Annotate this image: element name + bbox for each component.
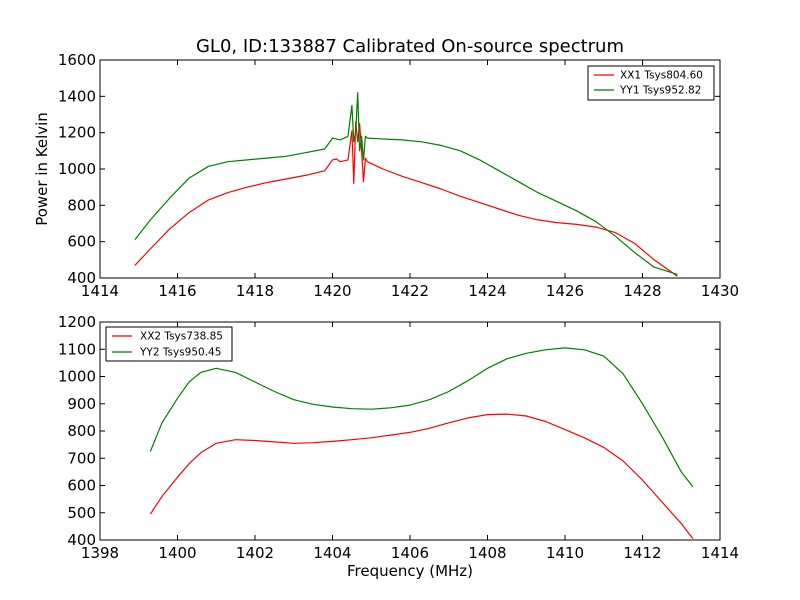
top-y-tick-label: 800 bbox=[67, 196, 96, 214]
bottom-series-line-xx2 bbox=[149, 413, 694, 539]
bottom-x-tick-label: 1398 bbox=[81, 544, 119, 562]
bottom-y-tick-label: 700 bbox=[67, 449, 96, 467]
bottom-x-tick-label: 1412 bbox=[623, 544, 661, 562]
top-x-tick-label: 1416 bbox=[158, 282, 196, 300]
top-series-line-yy1 bbox=[134, 92, 678, 275]
top-legend-box bbox=[587, 65, 715, 101]
bottom-x-tick-label: 1402 bbox=[236, 544, 274, 562]
top-y-axis-label: Power in Kelvin bbox=[33, 112, 51, 226]
bottom-y-tick-label: 800 bbox=[67, 422, 96, 440]
top-x-ticks: 1414 1416 1418 1420 1422 1424 1426 1428 1430 bbox=[81, 60, 739, 300]
top-legend: XX1 Tsys804.60 YY1 Tsys952.82 bbox=[587, 65, 715, 101]
top-y-tick-label: 600 bbox=[67, 233, 96, 251]
legend-label-yy1: YY1 Tsys952.82 bbox=[619, 85, 701, 97]
bottom-x-ticks: 1398 1400 1402 1404 1406 1408 1410 1412 1414 bbox=[81, 322, 739, 562]
top-y-ticks: 400 600 800 1000 1200 1400 1600 bbox=[58, 51, 720, 287]
bottom-y-tick-label: 600 bbox=[67, 477, 96, 495]
top-x-tick-label: 1418 bbox=[236, 282, 274, 300]
top-panel: 1414 1416 1418 1420 1422 1424 1426 1428 1430 400… bbox=[33, 51, 739, 300]
bottom-series-lines bbox=[149, 347, 694, 539]
bottom-legend-box bbox=[105, 326, 233, 362]
bottom-x-tick-label: 1400 bbox=[158, 544, 196, 562]
bottom-y-tick-label: 1000 bbox=[58, 368, 96, 386]
top-x-tick-label: 1420 bbox=[313, 282, 351, 300]
bottom-x-tick-label: 1406 bbox=[391, 544, 429, 562]
bottom-panel: 1398 1400 1402 1404 1406 1408 1410 1412 1414 400… bbox=[58, 313, 739, 580]
top-y-tick-label: 1400 bbox=[58, 87, 96, 105]
top-y-tick-label: 400 bbox=[67, 269, 96, 287]
bottom-x-axis-label: Frequency (MHz) bbox=[347, 562, 473, 580]
bottom-y-tick-label: 500 bbox=[67, 504, 96, 522]
bottom-x-tick-label: 1414 bbox=[701, 544, 739, 562]
chart-title: GL0, ID:133887 Calibrated On-source spec… bbox=[196, 36, 624, 57]
bottom-x-tick-label: 1410 bbox=[546, 544, 584, 562]
top-x-tick-label: 1414 bbox=[81, 282, 119, 300]
top-y-tick-label: 1200 bbox=[58, 124, 96, 142]
top-y-tick-label: 1000 bbox=[58, 160, 96, 178]
top-x-tick-label: 1422 bbox=[391, 282, 429, 300]
top-series-line-xx1 bbox=[134, 121, 678, 277]
legend-label-xx2: XX2 Tsys738.85 bbox=[140, 331, 223, 343]
top-x-tick-label: 1426 bbox=[546, 282, 584, 300]
top-y-tick-label: 1600 bbox=[58, 51, 96, 69]
top-x-tick-label: 1424 bbox=[468, 282, 506, 300]
bottom-y-tick-label: 1100 bbox=[58, 340, 96, 358]
top-x-tick-label: 1428 bbox=[623, 282, 661, 300]
bottom-x-tick-label: 1404 bbox=[313, 544, 351, 562]
bottom-y-tick-label: 400 bbox=[67, 531, 96, 549]
bottom-y-ticks: 400 500 600 700 800 900 1000 1100 1200 bbox=[58, 313, 720, 549]
legend-label-xx1: XX1 Tsys804.60 bbox=[620, 70, 703, 82]
top-series-lines bbox=[134, 92, 678, 277]
bottom-x-tick-label: 1408 bbox=[468, 544, 506, 562]
bottom-series-line-yy2 bbox=[149, 347, 694, 488]
bottom-legend: XX2 Tsys738.85 YY2 Tsys950.45 bbox=[105, 326, 233, 362]
top-x-tick-label: 1430 bbox=[701, 282, 739, 300]
legend-label-yy2: YY2 Tsys950.45 bbox=[139, 347, 221, 359]
bottom-y-tick-label: 1200 bbox=[58, 313, 96, 331]
bottom-y-tick-label: 900 bbox=[67, 395, 96, 413]
